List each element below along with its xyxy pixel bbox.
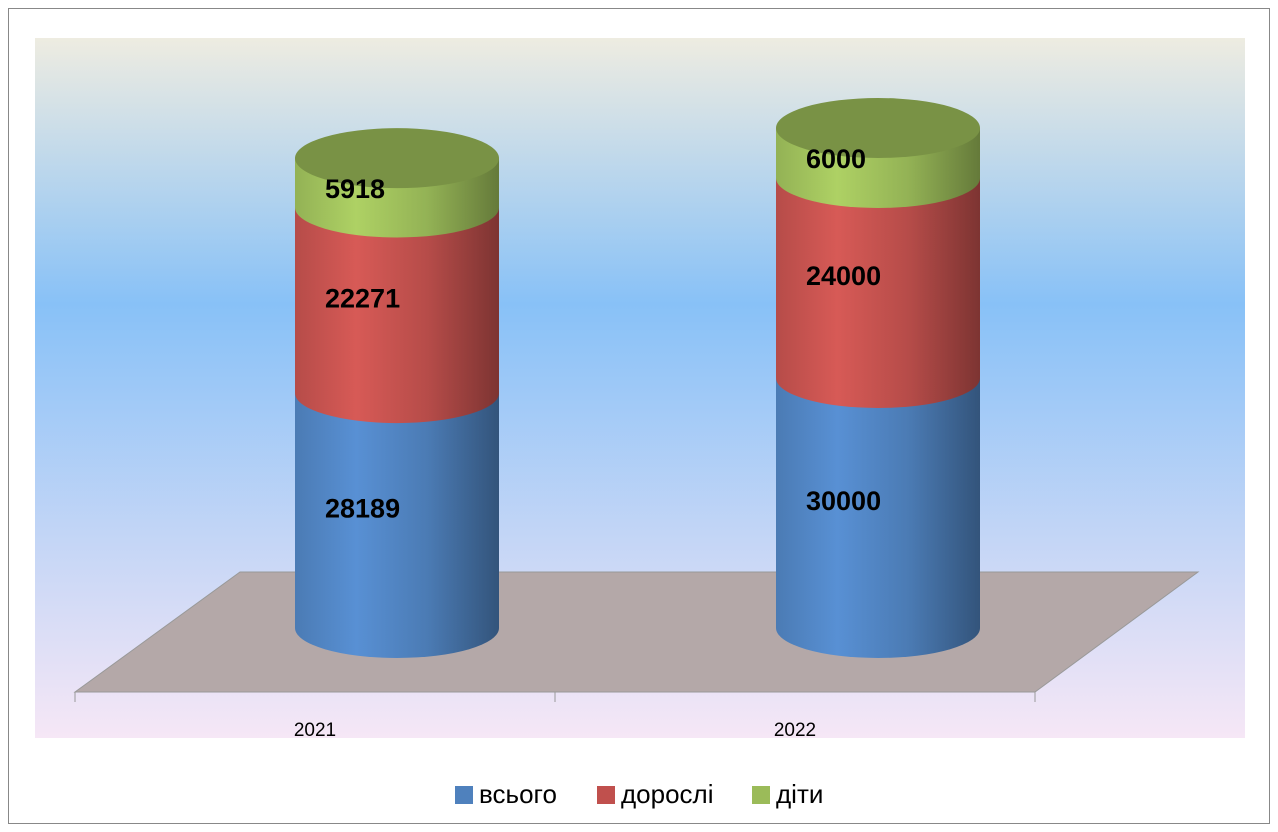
cylinder-top [295,128,499,189]
cylinder-top [776,98,980,158]
legend-label: дорослі [621,779,714,809]
data-label: 24000 [806,261,881,291]
data-label: 5918 [325,174,385,204]
cylinder-segment [776,378,980,658]
cylinder-segment [776,178,980,408]
data-label: 28189 [325,494,400,524]
x-tick-label: 2022 [774,720,816,741]
legend-swatch [455,786,473,804]
cylinder-segment [295,207,499,424]
legend-label: діти [776,779,823,809]
cylinder-segment [295,393,499,658]
legend-swatch [752,786,770,804]
data-label: 30000 [806,486,881,516]
legend-label: всього [479,779,557,809]
floor [73,571,1200,693]
data-label: 22271 [325,283,400,313]
data-label: 6000 [806,144,866,174]
legend-swatch [597,786,615,804]
x-tick-label: 2021 [294,720,336,741]
